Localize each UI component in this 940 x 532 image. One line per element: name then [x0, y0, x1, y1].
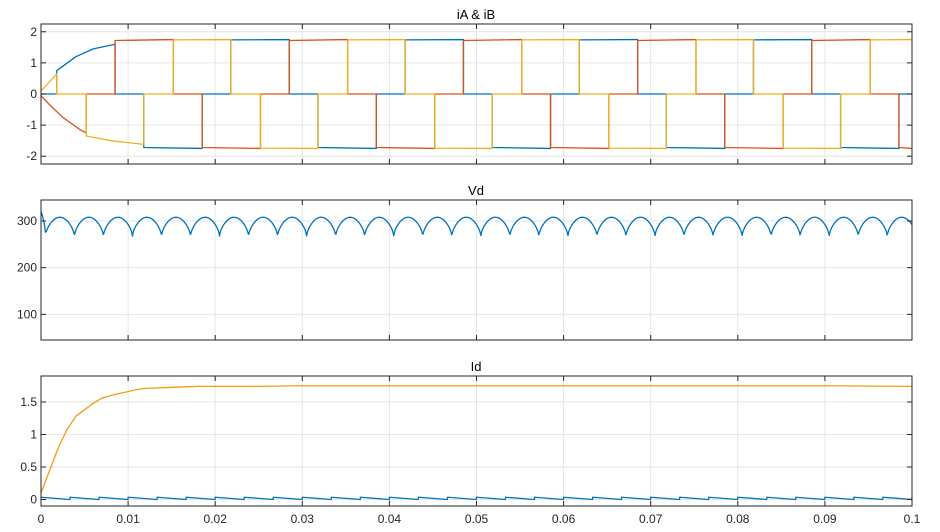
y-tick-label: 0: [30, 493, 37, 507]
y-tick-label: 1: [30, 428, 37, 442]
x-tick-label: 0.07: [639, 512, 663, 526]
series-line-1: [40, 496, 913, 501]
subplot-title: Vd: [468, 183, 484, 198]
x-tick-label: 0.06: [552, 512, 576, 526]
x-tick-label: 0.08: [726, 512, 750, 526]
subplot-title: Id: [471, 359, 482, 374]
subplot-ia-ib: iA & iB 2 1 0 -1 -2: [26, 7, 913, 165]
subplot-title: iA & iB: [457, 7, 495, 22]
subplot-vd: Vd 300 200 100: [17, 183, 913, 341]
y-tick-label: 1.5: [20, 395, 37, 409]
series-line-0: [40, 211, 913, 237]
subplot-id: Id 1.5 1 0.5 00 0.01 0.02 0.03 0.04 0.05 0.06 0.07…: [20, 359, 920, 526]
y-tick-label: 2: [30, 25, 37, 39]
x-tick-label: 0: [38, 512, 45, 526]
x-tick-label: 0.02: [204, 512, 228, 526]
y-tick-label: 1: [30, 56, 37, 70]
x-tick-label: 0.1: [904, 512, 921, 526]
x-tick-label: 0.04: [378, 512, 402, 526]
y-tick-label: 0: [30, 87, 37, 101]
y-tick-label: 100: [17, 307, 37, 321]
series-line-2: [40, 38, 913, 150]
x-tick-label: 0.09: [813, 512, 837, 526]
y-tick-label: 200: [17, 261, 37, 275]
y-tick-label: 300: [17, 214, 37, 228]
x-tick-label: 0.03: [291, 512, 315, 526]
x-tick-label: 0.01: [116, 512, 140, 526]
series-line-0: [40, 385, 913, 494]
x-tick-label: 0.05: [465, 512, 489, 526]
y-tick-label: -1: [26, 118, 37, 132]
y-tick-label: -2: [26, 149, 37, 163]
y-tick-label: 0.5: [20, 460, 37, 474]
